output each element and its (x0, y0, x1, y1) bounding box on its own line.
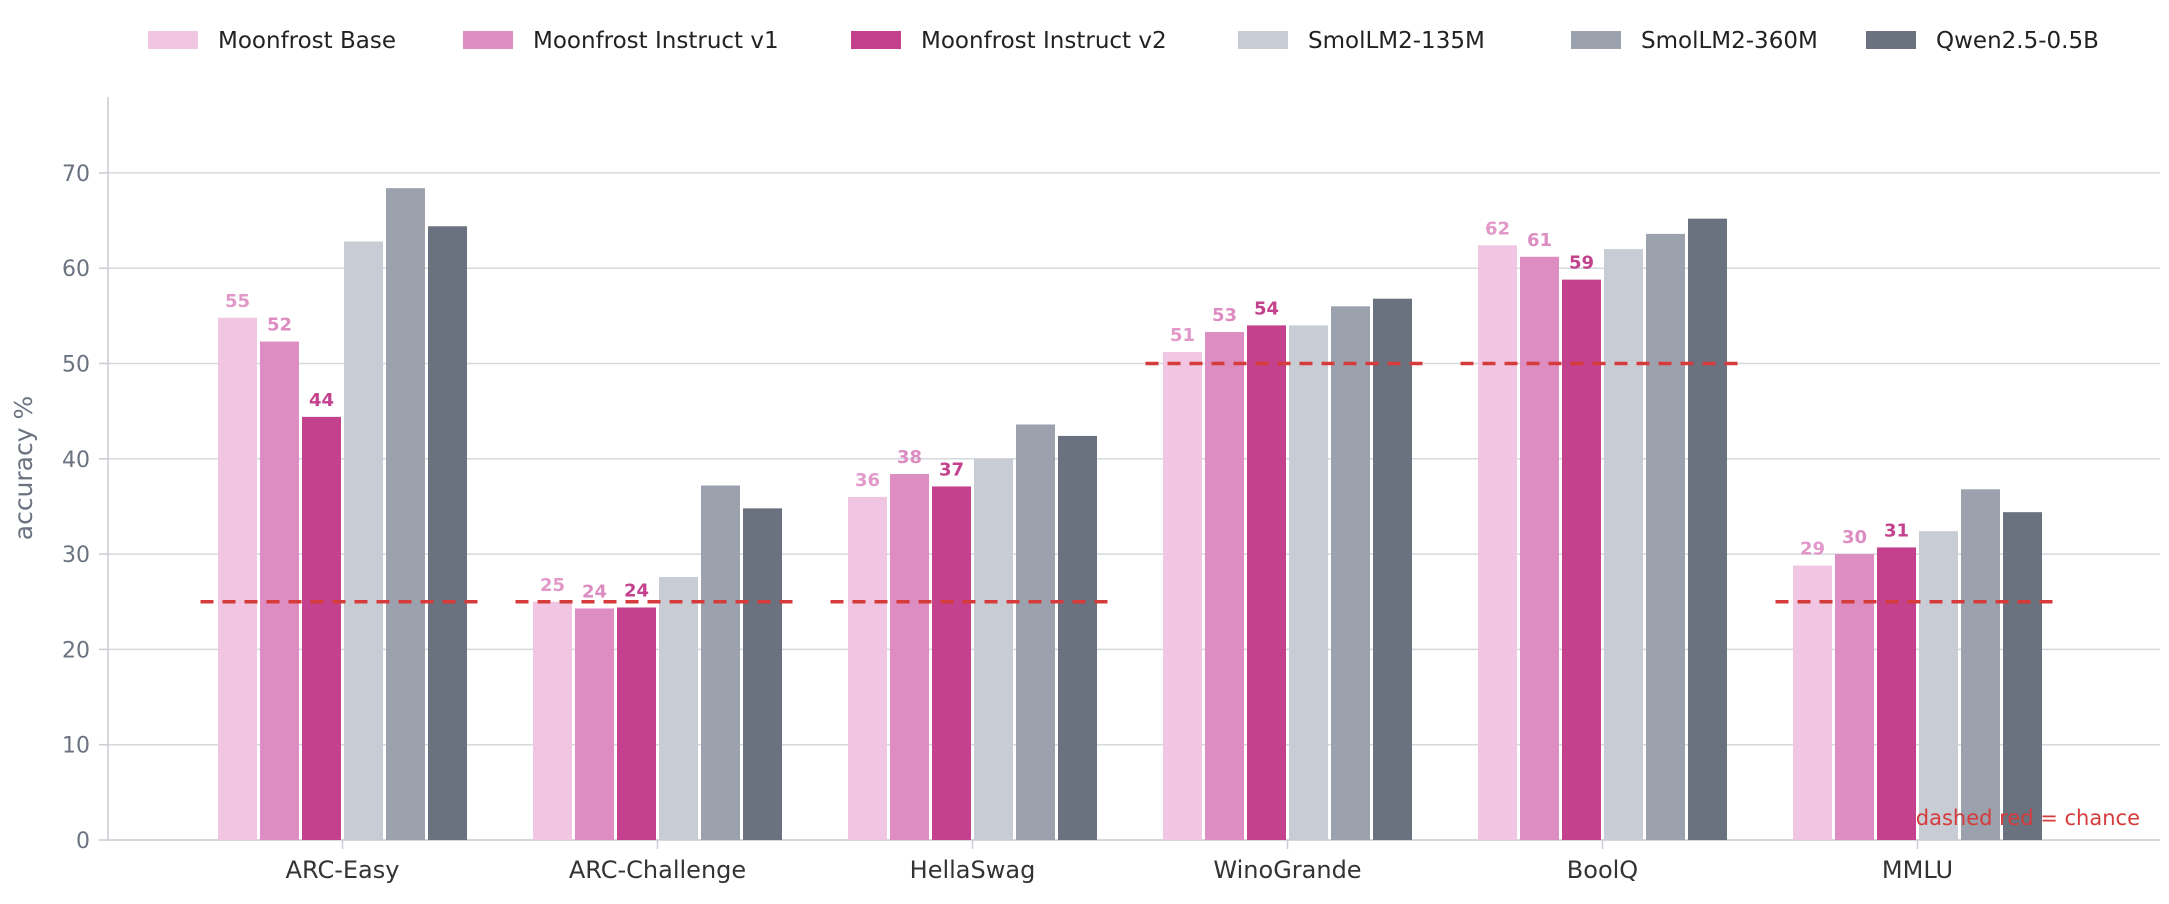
y-tick-label: 10 (62, 734, 90, 759)
bar-moonfrost-base-mmlu (1793, 565, 1832, 840)
bar-value-label: 29 (1800, 539, 1825, 560)
bar-moonfrost-instruct-v2-boolq (1562, 279, 1601, 840)
bar-smollm2-135m-arc-challenge (659, 576, 698, 840)
bar-moonfrost-instruct-v1-boolq (1520, 256, 1559, 840)
y-tick-label: 30 (62, 543, 90, 568)
bar-smollm2-360m-arc-challenge (701, 485, 740, 840)
legend-swatch (1866, 31, 1916, 49)
legend-entry-label: Qwen2.5-0.5B (1936, 28, 2099, 54)
bar-moonfrost-base-hellaswag (848, 496, 887, 840)
bar-value-label: 25 (540, 575, 565, 596)
bar-moonfrost-instruct-v2-hellaswag (932, 486, 971, 840)
x-tick-label: BoolQ (1567, 856, 1638, 884)
bar-smollm2-135m-hellaswag (974, 458, 1013, 840)
bar-value-label: 36 (855, 470, 880, 491)
x-tick-label: ARC-Easy (286, 856, 400, 884)
bar-value-label: 24 (582, 581, 607, 602)
bar-value-label: 51 (1170, 325, 1195, 346)
bar-moonfrost-instruct-v2-mmlu (1877, 547, 1916, 840)
bar-moonfrost-instruct-v1-arc-easy (260, 341, 299, 840)
x-tick-label: WinoGrande (1213, 856, 1361, 884)
bar-labels-layer: 55 52 44 25 24 24 36 38 37 51 53 54 62 61 59 29 30 31 (225, 218, 1909, 602)
bar-qwen2-5-0-5b-mmlu (2003, 512, 2042, 840)
legend-swatch (148, 31, 198, 49)
legend: Moonfrost Base Moonfrost Instruct v1 Moonf… (148, 28, 2099, 54)
bar-moonfrost-instruct-v2-winogrande (1247, 325, 1286, 840)
bar-value-label: 62 (1485, 218, 1510, 239)
y-tick-label: 20 (62, 638, 90, 663)
bar-value-label: 37 (939, 459, 964, 480)
bar-value-label: 31 (1884, 520, 1909, 541)
bar-smollm2-360m-mmlu (1961, 489, 2000, 840)
bar-value-label: 53 (1212, 305, 1237, 326)
bar-qwen2-5-0-5b-arc-challenge (743, 508, 782, 840)
y-tick-label: 0 (76, 829, 90, 854)
x-tick-label: HellaSwag (910, 856, 1036, 884)
bar-moonfrost-base-arc-challenge (533, 601, 572, 840)
bar-smollm2-135m-arc-easy (344, 241, 383, 841)
bar-value-label: 24 (624, 580, 649, 601)
bar-smollm2-135m-winogrande (1289, 325, 1328, 840)
legend-entry-label: Moonfrost Base (218, 28, 396, 54)
legend-entry-label: SmolLM2-360M (1641, 28, 1818, 54)
y-tick-label: 60 (62, 257, 90, 282)
y-axis-label: accuracy % (9, 396, 38, 541)
bar-qwen2-5-0-5b-hellaswag (1058, 435, 1097, 840)
legend-swatch (1238, 31, 1288, 49)
bar-value-label: 54 (1254, 298, 1279, 319)
bar-moonfrost-base-boolq (1478, 245, 1517, 840)
bar-value-label: 61 (1527, 230, 1552, 251)
bar-qwen2-5-0-5b-boolq (1688, 218, 1727, 841)
chance-lines-layer (200, 361, 2060, 604)
y-tick-label: 40 (62, 448, 90, 473)
legend-swatch (463, 31, 513, 49)
legend-swatch (851, 31, 901, 49)
bar-moonfrost-instruct-v1-winogrande (1205, 332, 1244, 840)
bar-value-label: 59 (1569, 253, 1594, 274)
y-tick-label: 70 (62, 162, 90, 187)
bar-value-label: 38 (897, 447, 922, 468)
bars-layer (218, 188, 2042, 841)
bar-moonfrost-base-arc-easy (218, 317, 257, 841)
bar-value-label: 52 (267, 315, 292, 336)
chance-annotation: dashed red = chance (1916, 806, 2140, 830)
bar-moonfrost-instruct-v1-mmlu (1835, 554, 1874, 840)
legend-entry-label: SmolLM2-135M (1308, 28, 1485, 54)
bar-smollm2-135m-mmlu (1919, 531, 1958, 840)
legend-entry-label: Moonfrost Instruct v1 (533, 28, 779, 54)
x-tick-label: MMLU (1882, 856, 1953, 884)
bar-moonfrost-instruct-v2-arc-easy (302, 416, 341, 840)
bar-moonfrost-base-winogrande (1163, 352, 1202, 840)
bar-value-label: 30 (1842, 527, 1867, 548)
legend-entry-label: Moonfrost Instruct v2 (921, 28, 1167, 54)
bar-moonfrost-instruct-v2-arc-challenge (617, 607, 656, 840)
bar-smollm2-360m-hellaswag (1016, 424, 1055, 840)
bar-moonfrost-instruct-v1-hellaswag (890, 474, 929, 840)
bar-moonfrost-instruct-v1-arc-challenge (575, 608, 614, 840)
bar-value-label: 44 (309, 390, 334, 411)
bar-smollm2-360m-arc-easy (386, 188, 425, 840)
bar-smollm2-360m-winogrande (1331, 306, 1370, 840)
bar-qwen2-5-0-5b-winogrande (1373, 298, 1412, 840)
bar-smollm2-135m-boolq (1604, 249, 1643, 840)
bar-smollm2-360m-boolq (1646, 233, 1685, 841)
bar-qwen2-5-0-5b-arc-easy (428, 226, 467, 840)
y-tick-label: 50 (62, 353, 90, 378)
bar-value-label: 55 (225, 291, 250, 312)
x-tick-label: ARC-Challenge (569, 856, 746, 884)
legend-swatch (1571, 31, 1621, 49)
